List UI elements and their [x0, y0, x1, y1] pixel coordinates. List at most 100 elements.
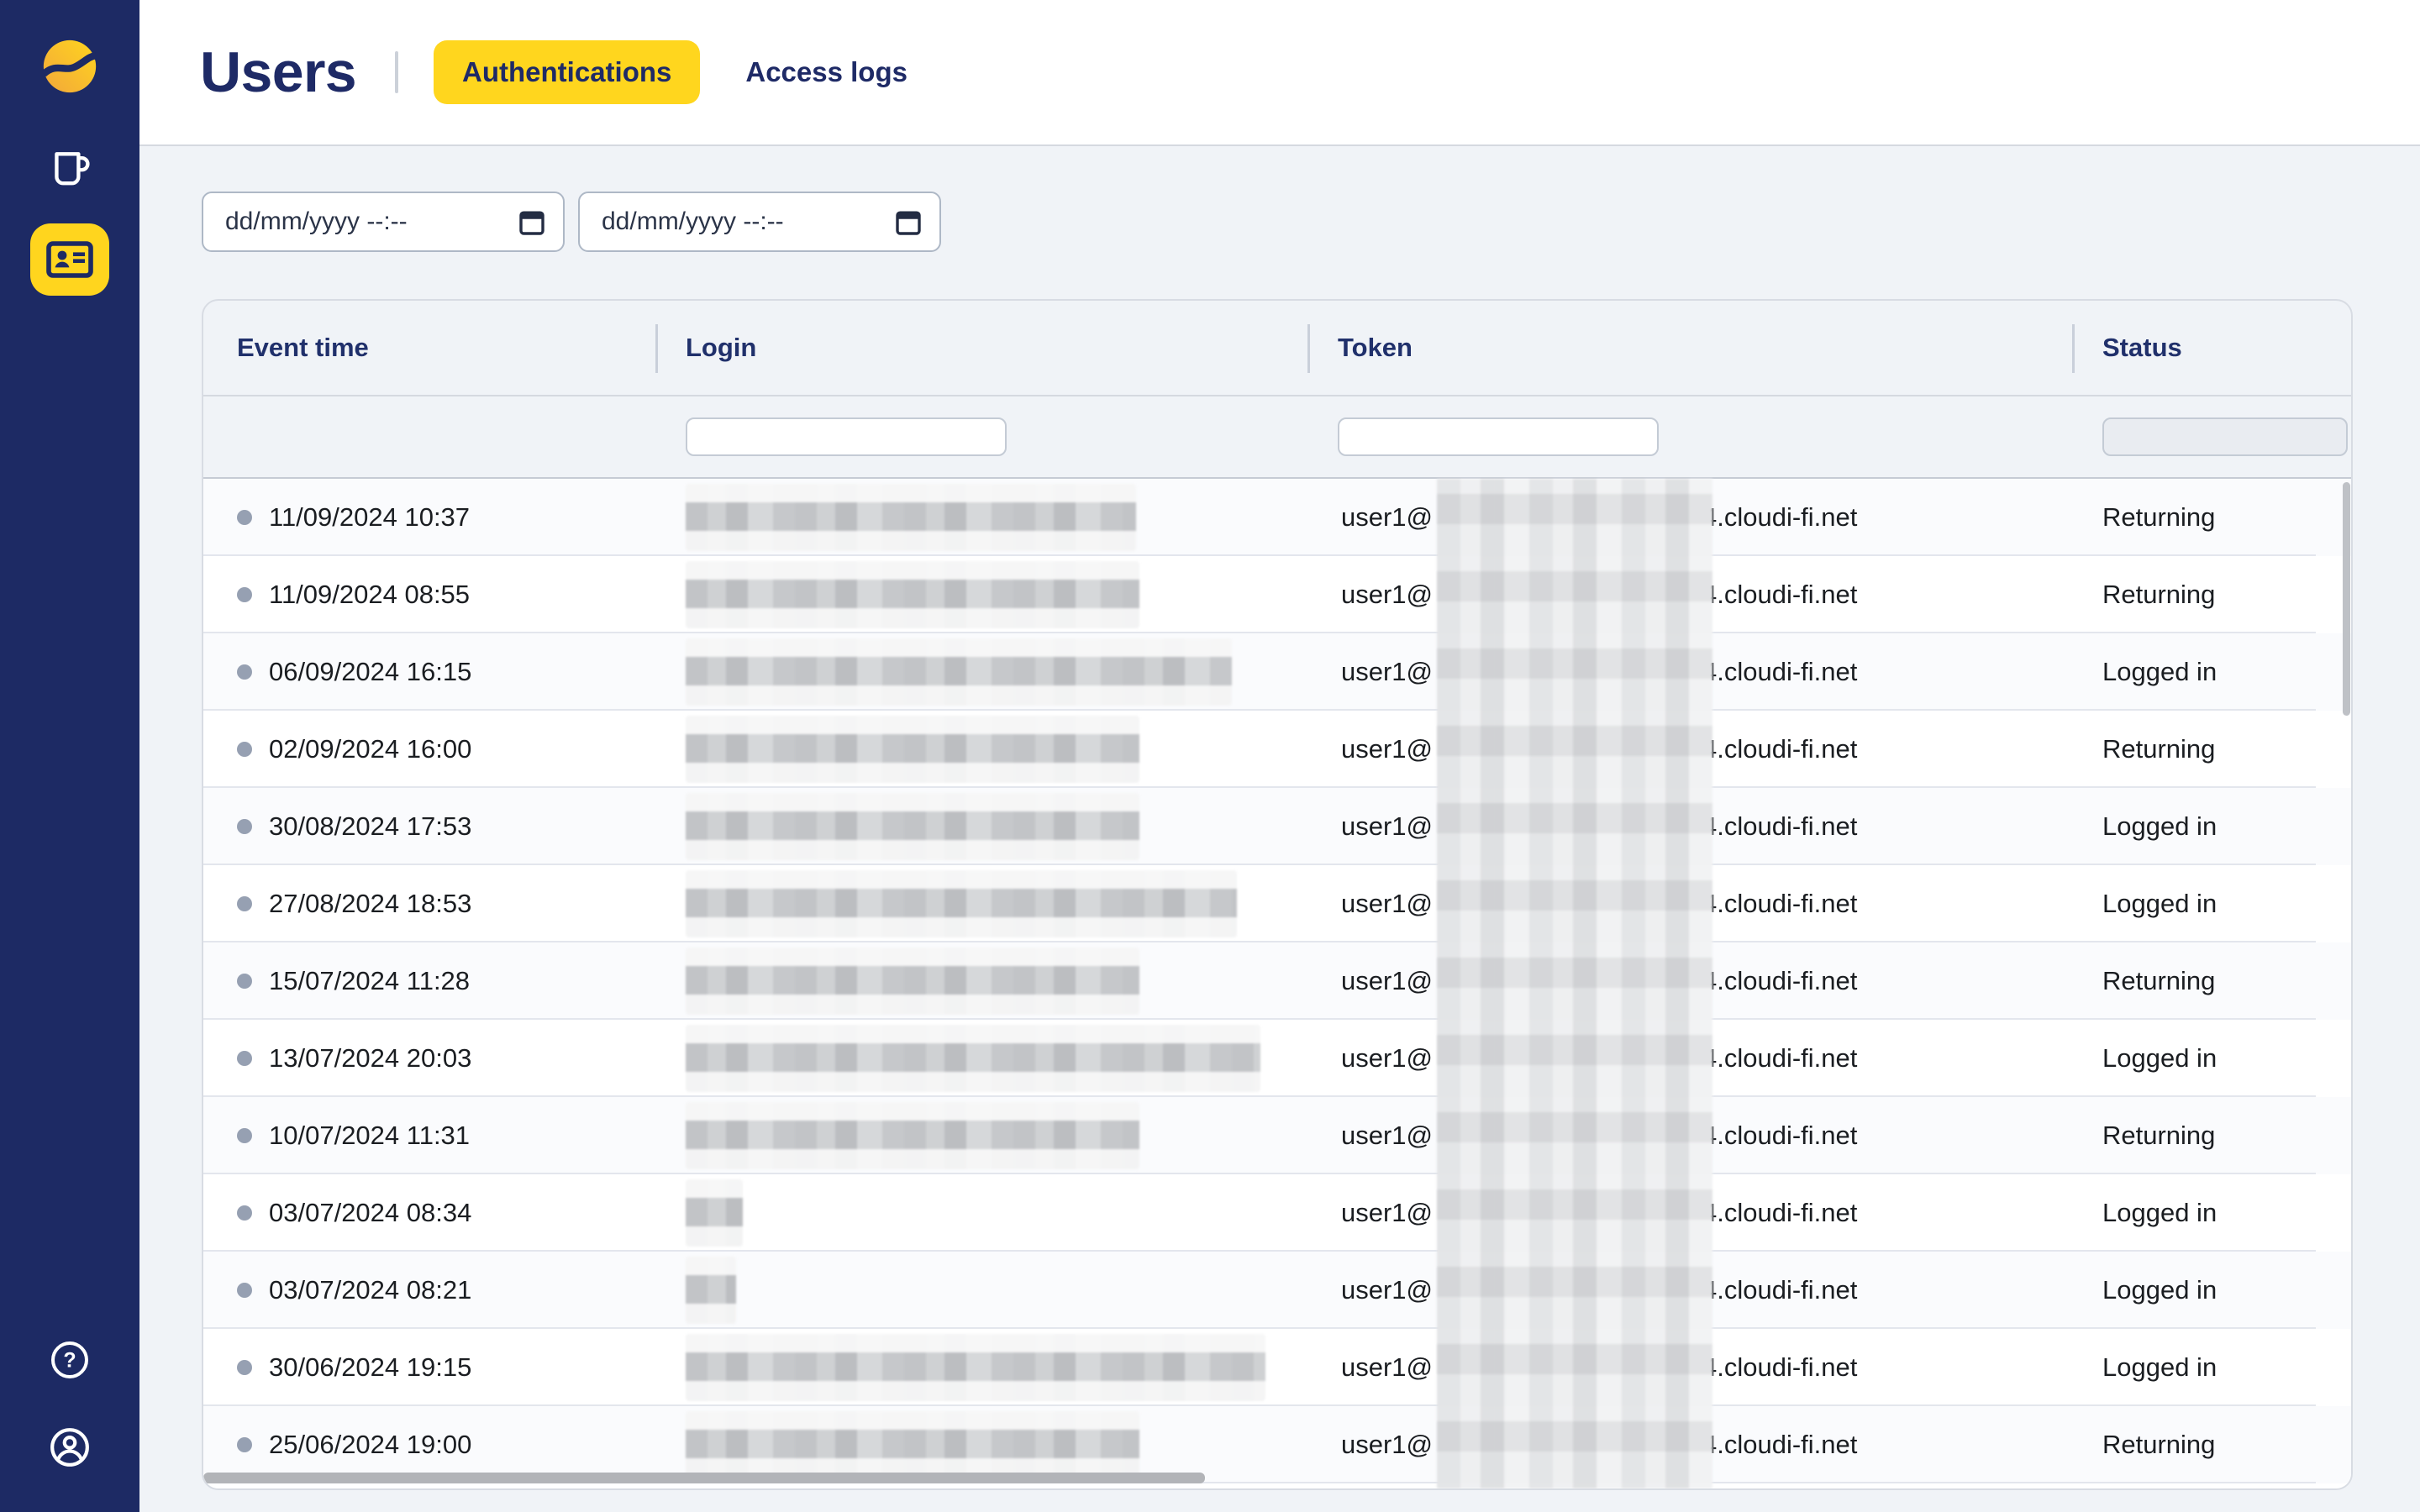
login-redaction-blur: [686, 716, 1139, 783]
event-time-cell: 15/07/2024 11:28: [269, 966, 471, 995]
status-cell: Logged in: [2102, 1275, 2217, 1305]
calendar-icon[interactable]: [519, 208, 544, 235]
status-cell: Logged in: [2102, 1352, 2217, 1382]
event-dot-icon: [237, 819, 252, 834]
event-time-cell: 06/09/2024 16:15: [269, 657, 472, 686]
event-time-cell: 27/08/2024 18:53: [269, 889, 472, 918]
event-dot-icon: [237, 664, 252, 680]
column-header-token[interactable]: Token: [1307, 301, 2072, 395]
table-row[interactable]: 25/06/2024 19:00 user1@ 4.cloudi-fi.net …: [203, 1406, 2351, 1483]
table-row[interactable]: 11/09/2024 08:55 user1@ 4.cloudi-fi.net …: [203, 556, 2351, 633]
login-redaction-blur: [686, 1334, 1265, 1401]
login-redaction-blur: [686, 1179, 743, 1247]
help-icon: ?: [51, 1341, 88, 1378]
table-row[interactable]: 30/06/2024 19:15 user1@ 4.cloudi-fi.net …: [203, 1329, 2351, 1406]
tab-access-logs[interactable]: Access logs: [745, 56, 908, 87]
status-cell: Returning: [2102, 580, 2216, 609]
table-row[interactable]: 15/07/2024 11:28 user1@ 4.cloudi-fi.net …: [203, 942, 2351, 1020]
page-header: Users Authentications Access logs: [139, 0, 2420, 146]
login-redaction-blur: [686, 793, 1139, 860]
table-row[interactable]: 30/08/2024 17:53 user1@ 4.cloudi-fi.net …: [203, 788, 2351, 865]
title-divider: [395, 51, 399, 93]
table-row[interactable]: 13/07/2024 20:03 user1@ 4.cloudi-fi.net …: [203, 1020, 2351, 1097]
date-to-placeholder: dd/mm/yyyy --:--: [602, 207, 784, 235]
table-row[interactable]: 10/07/2024 11:31 user1@ 4.cloudi-fi.net …: [203, 1097, 2351, 1174]
token-prefix: user1@: [1341, 1121, 1434, 1150]
authentications-table: Event time Login Token Status: [202, 299, 2353, 1490]
date-filters: dd/mm/yyyy --:-- dd/mm/yyyy --:--: [202, 192, 2420, 252]
help-button[interactable]: ?: [30, 1324, 109, 1396]
table-header-row: Event time Login Token Status: [203, 301, 2351, 396]
token-prefix: user1@: [1341, 580, 1434, 609]
event-time-cell: 02/09/2024 16:00: [269, 734, 472, 764]
event-dot-icon: [237, 510, 252, 525]
content: dd/mm/yyyy --:-- dd/mm/yyyy --:--: [139, 146, 2420, 1512]
token-suffix: 4.cloudi-fi.net: [1702, 1430, 1858, 1459]
status-cell: Logged in: [2102, 657, 2217, 686]
column-header-event-time[interactable]: Event time: [237, 333, 369, 362]
id-card-icon: [46, 241, 93, 278]
account-button[interactable]: [30, 1411, 109, 1483]
login-redaction-blur: [686, 484, 1136, 551]
sidebar: ?: [0, 0, 139, 1512]
account-icon: [50, 1428, 89, 1467]
page-title: Users: [200, 40, 357, 104]
horizontal-scrollbar-thumb[interactable]: [203, 1473, 1205, 1483]
event-time-cell: 30/06/2024 19:15: [269, 1352, 472, 1382]
event-dot-icon: [237, 896, 252, 911]
event-dot-icon: [237, 1437, 252, 1452]
date-to-input[interactable]: dd/mm/yyyy --:--: [578, 192, 941, 252]
token-redaction-blur: [1437, 479, 1712, 1488]
column-header-status[interactable]: Status: [2072, 301, 2351, 395]
table-row[interactable]: 06/09/2024 16:15 user1@ 4.cloudi-fi.net …: [203, 633, 2351, 711]
login-redaction-blur: [686, 870, 1237, 937]
status-cell: Returning: [2102, 1121, 2216, 1150]
main-area: Users Authentications Access logs dd/mm/…: [139, 0, 2420, 1512]
event-time-cell: 03/07/2024 08:34: [269, 1198, 472, 1227]
token-prefix: user1@: [1341, 502, 1434, 532]
token-filter-input[interactable]: [1338, 417, 1659, 456]
table-row[interactable]: 27/08/2024 18:53 user1@ 4.cloudi-fi.net …: [203, 865, 2351, 942]
token-prefix: user1@: [1341, 657, 1434, 686]
tab-authentications[interactable]: Authentications: [434, 40, 701, 104]
brand-logo[interactable]: [40, 39, 97, 94]
token-prefix: user1@: [1341, 1430, 1434, 1459]
login-redaction-blur: [686, 638, 1232, 706]
date-from-input[interactable]: dd/mm/yyyy --:--: [202, 192, 565, 252]
login-redaction-blur: [686, 561, 1139, 628]
calendar-icon[interactable]: [896, 208, 921, 235]
sidebar-item-captive-portal[interactable]: [30, 133, 109, 205]
status-cell: Logged in: [2102, 1043, 2217, 1073]
event-dot-icon: [237, 1051, 252, 1066]
status-filter-select[interactable]: [2102, 417, 2348, 456]
status-cell: Returning: [2102, 1430, 2216, 1459]
token-suffix: 4.cloudi-fi.net: [1702, 657, 1858, 686]
table-row[interactable]: 11/09/2024 10:37 user1@ 4.cloudi-fi.net …: [203, 479, 2351, 556]
sidebar-item-users[interactable]: [30, 223, 109, 296]
event-dot-icon: [237, 742, 252, 757]
login-redaction-blur: [686, 1257, 736, 1324]
event-time-cell: 25/06/2024 19:00: [269, 1430, 472, 1459]
token-suffix: 4.cloudi-fi.net: [1702, 1198, 1858, 1227]
status-cell: Returning: [2102, 734, 2216, 764]
token-suffix: 4.cloudi-fi.net: [1702, 1121, 1858, 1150]
login-filter-input[interactable]: [686, 417, 1007, 456]
status-cell: Returning: [2102, 966, 2216, 995]
filter-row: [203, 396, 2351, 479]
table-row[interactable]: 03/07/2024 08:34 user1@ 4.cloudi-fi.net …: [203, 1174, 2351, 1252]
event-time-cell: 30/08/2024 17:53: [269, 811, 472, 841]
table-rows: 11/09/2024 10:37 user1@ 4.cloudi-fi.net …: [203, 479, 2351, 1488]
token-prefix: user1@: [1341, 1352, 1434, 1382]
vertical-scrollbar-thumb[interactable]: [2343, 482, 2350, 716]
event-dot-icon: [237, 974, 252, 989]
event-dot-icon: [237, 587, 252, 602]
table-row[interactable]: 03/07/2024 08:21 user1@ 4.cloudi-fi.net …: [203, 1252, 2351, 1329]
token-prefix: user1@: [1341, 1275, 1434, 1305]
token-prefix: user1@: [1341, 734, 1434, 764]
table-row[interactable]: 02/09/2024 16:00 user1@ 4.cloudi-fi.net …: [203, 711, 2351, 788]
token-suffix: 4.cloudi-fi.net: [1702, 1275, 1858, 1305]
token-suffix: 4.cloudi-fi.net: [1702, 1043, 1858, 1073]
token-suffix: 4.cloudi-fi.net: [1702, 966, 1858, 995]
token-suffix: 4.cloudi-fi.net: [1702, 580, 1858, 609]
column-header-login[interactable]: Login: [655, 301, 1307, 395]
